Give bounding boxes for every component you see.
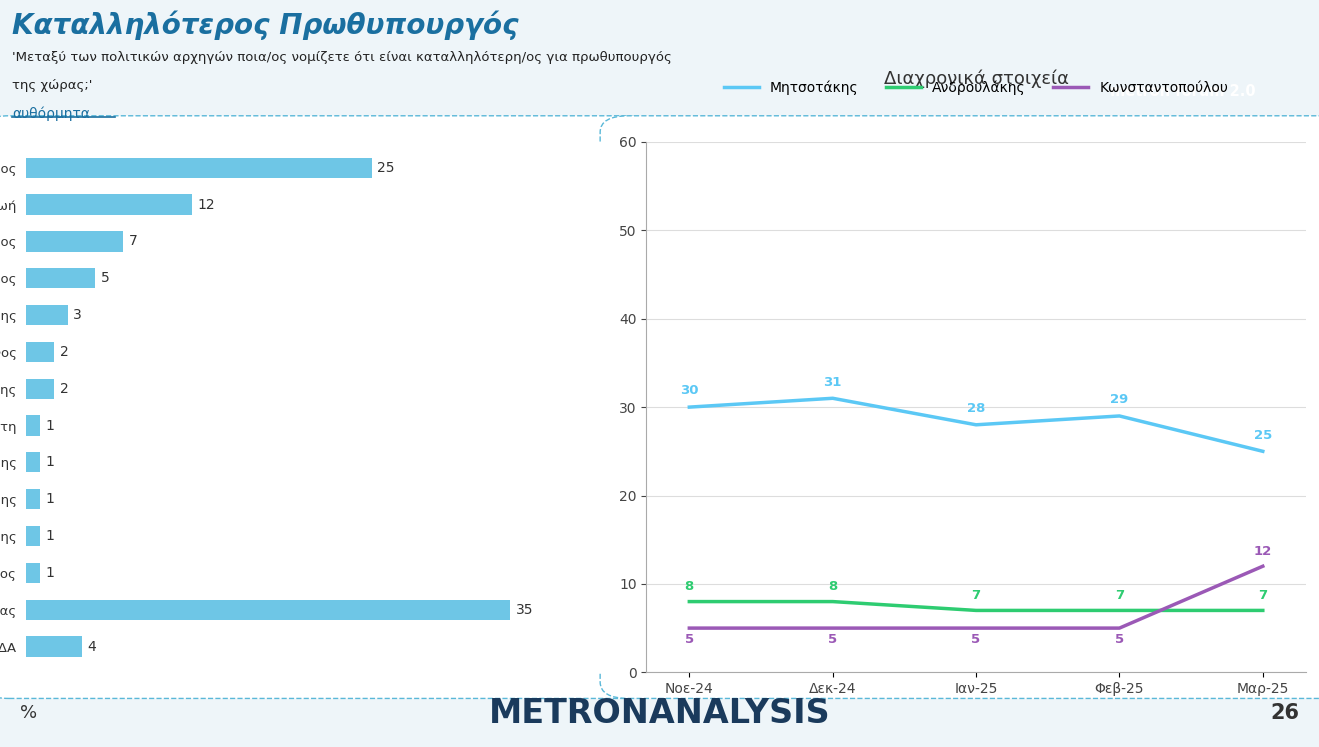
Μητσοτάκης xyxy=(1112,412,1128,421)
Text: 35: 35 xyxy=(516,603,533,617)
Text: 5: 5 xyxy=(685,633,694,646)
Ανδρουλάκης xyxy=(968,606,984,615)
Μητσοτάκης xyxy=(1254,447,1270,456)
Bar xyxy=(26,526,40,546)
Bar xyxy=(26,341,54,362)
Bar xyxy=(26,415,40,436)
Text: 7: 7 xyxy=(129,235,137,248)
Text: 7: 7 xyxy=(1258,589,1268,602)
Μητσοτάκης xyxy=(682,403,698,412)
Text: 25: 25 xyxy=(377,161,394,175)
Bar xyxy=(26,305,67,325)
Text: της χώρας;': της χώρας;' xyxy=(12,78,92,92)
Bar xyxy=(26,194,193,214)
Title: Διαχρονικά στοιχεία: Διαχρονικά στοιχεία xyxy=(884,69,1068,87)
Text: %: % xyxy=(20,704,37,722)
Text: 25: 25 xyxy=(1253,429,1272,441)
Text: 28: 28 xyxy=(967,402,985,415)
Κωνσταντοπούλου xyxy=(1254,562,1270,571)
Text: 29: 29 xyxy=(1111,393,1129,406)
Text: 4: 4 xyxy=(87,639,96,654)
Text: 30: 30 xyxy=(681,385,699,397)
Bar xyxy=(26,158,372,178)
Bar xyxy=(26,562,40,583)
Text: 2: 2 xyxy=(59,345,69,359)
Bar xyxy=(26,489,40,509)
Bar xyxy=(26,636,82,657)
Text: METRONANALYSIS: METRONANALYSIS xyxy=(488,697,831,730)
Text: 1: 1 xyxy=(46,566,54,580)
Κωνσταντοπούλου xyxy=(968,624,984,633)
Text: αυθόρμητα: αυθόρμητα xyxy=(12,107,90,121)
Line: Κωνσταντοπούλου: Κωνσταντοπούλου xyxy=(690,566,1262,628)
Bar xyxy=(26,379,54,399)
Text: Καταλληλότερος Πρωθυπουργός: Καταλληλότερος Πρωθυπουργός xyxy=(12,10,518,40)
Μητσοτάκης xyxy=(968,421,984,430)
Line: Μητσοτάκης: Μητσοτάκης xyxy=(690,398,1262,451)
Ανδρουλάκης xyxy=(1112,606,1128,615)
Κωνσταντοπούλου xyxy=(1112,624,1128,633)
Bar xyxy=(26,268,95,288)
Legend: Μητσοτάκης, Ανδρουλάκης, Κωνσταντοπούλου: Μητσοτάκης, Ανδρουλάκης, Κωνσταντοπούλου xyxy=(719,75,1233,100)
Ανδρουλάκης xyxy=(1254,606,1270,615)
Text: 31: 31 xyxy=(823,376,842,388)
Ανδρουλάκης xyxy=(682,597,698,606)
Text: 1: 1 xyxy=(46,529,54,543)
Text: 26: 26 xyxy=(1270,704,1299,723)
Κωνσταντοπούλου xyxy=(682,624,698,633)
Text: 1: 1 xyxy=(46,492,54,506)
Bar xyxy=(26,600,510,620)
Text: 8: 8 xyxy=(828,580,838,593)
Bar xyxy=(26,452,40,473)
Text: 7: 7 xyxy=(972,589,980,602)
Κωνσταντοπούλου xyxy=(824,624,840,633)
Text: 2: 2 xyxy=(59,382,69,396)
Text: 1: 1 xyxy=(46,456,54,469)
Text: 12: 12 xyxy=(1253,545,1272,558)
Bar xyxy=(26,232,123,252)
Text: 3: 3 xyxy=(74,308,82,322)
Μητσοτάκης xyxy=(824,394,840,403)
Text: 5: 5 xyxy=(972,633,980,646)
Text: 1: 1 xyxy=(46,418,54,433)
Text: 5: 5 xyxy=(102,271,109,285)
Text: 5: 5 xyxy=(1115,633,1124,646)
Text: 'Μεταξύ των πολιτικών αρχηγών ποια/ος νομίζετε ότι είναι καταλληλότερη/ος για πρ: 'Μεταξύ των πολιτικών αρχηγών ποια/ος νο… xyxy=(12,51,671,63)
Text: 12: 12 xyxy=(198,197,215,211)
Text: metron forum 2.0: metron forum 2.0 xyxy=(1111,84,1256,99)
Line: Ανδρουλάκης: Ανδρουλάκης xyxy=(690,601,1262,610)
Text: 8: 8 xyxy=(685,580,694,593)
Text: 7: 7 xyxy=(1115,589,1124,602)
Text: 5: 5 xyxy=(828,633,838,646)
Ανδρουλάκης xyxy=(824,597,840,606)
